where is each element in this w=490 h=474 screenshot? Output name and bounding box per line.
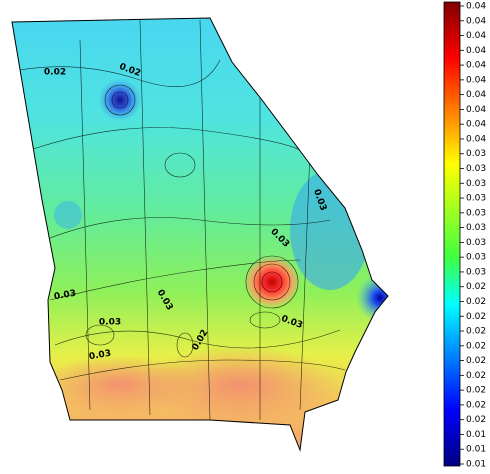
colorbar-label: 0.04 bbox=[466, 105, 486, 115]
colorbar-label: 0.04 bbox=[466, 134, 486, 144]
contour-label: 0.02 bbox=[44, 68, 66, 78]
colorbar-label: 0.02 bbox=[466, 282, 486, 292]
colorbar-label: 0.04 bbox=[466, 120, 486, 130]
colorbar-label: 0.03 bbox=[466, 208, 486, 218]
colorbar-label: 0.02 bbox=[466, 386, 486, 396]
colorbar-label: 0.02 bbox=[466, 400, 486, 410]
colorbar-label: 0.04 bbox=[466, 75, 486, 85]
colorbar-label: 0.02 bbox=[466, 341, 486, 351]
colorbar-label: 0.03 bbox=[466, 149, 486, 159]
colorbar-label: 0.01 bbox=[466, 460, 486, 470]
colorbar-label: 0.01 bbox=[466, 445, 486, 455]
colorbar-label: 0.03 bbox=[466, 223, 486, 233]
colorbar-label: 0.04 bbox=[466, 2, 486, 12]
colorbar-label: 0.02 bbox=[466, 327, 486, 337]
colorbar-label: 0.01 bbox=[466, 430, 486, 440]
contour-label: 0.03 bbox=[99, 318, 121, 328]
colorbar-label: 0.04 bbox=[466, 16, 486, 26]
colorbar-labels: 0.04 0.04 0.04 0.04 0.04 0.04 0.04 0.04 0.04 0.04… bbox=[460, 2, 486, 470]
colorbar-label: 0.03 bbox=[466, 179, 486, 189]
colorbar bbox=[443, 1, 461, 467]
colorbar-label: 0.03 bbox=[466, 267, 486, 277]
colorbar-label: 0.02 bbox=[466, 312, 486, 322]
colorbar-label: 0.02 bbox=[466, 415, 486, 425]
state-outline bbox=[11, 17, 389, 452]
colorbar-label: 0.02 bbox=[466, 356, 486, 366]
colorbar-label: 0.02 bbox=[466, 297, 486, 307]
colorbar-label: 0.04 bbox=[466, 90, 486, 100]
contour-label: 0.03 bbox=[88, 349, 112, 363]
colorbar-label: 0.03 bbox=[466, 253, 486, 263]
colorbar-label: 0.04 bbox=[466, 61, 486, 71]
colorbar-label: 0.03 bbox=[466, 238, 486, 248]
contour-label: 0.03 bbox=[53, 289, 77, 303]
colorbar-label: 0.04 bbox=[466, 31, 486, 41]
colorbar-label: 0.04 bbox=[466, 46, 486, 56]
colorbar-label: 0.02 bbox=[466, 371, 486, 381]
colorbar-label: 0.03 bbox=[466, 164, 486, 174]
colorbar-label: 0.03 bbox=[466, 194, 486, 204]
